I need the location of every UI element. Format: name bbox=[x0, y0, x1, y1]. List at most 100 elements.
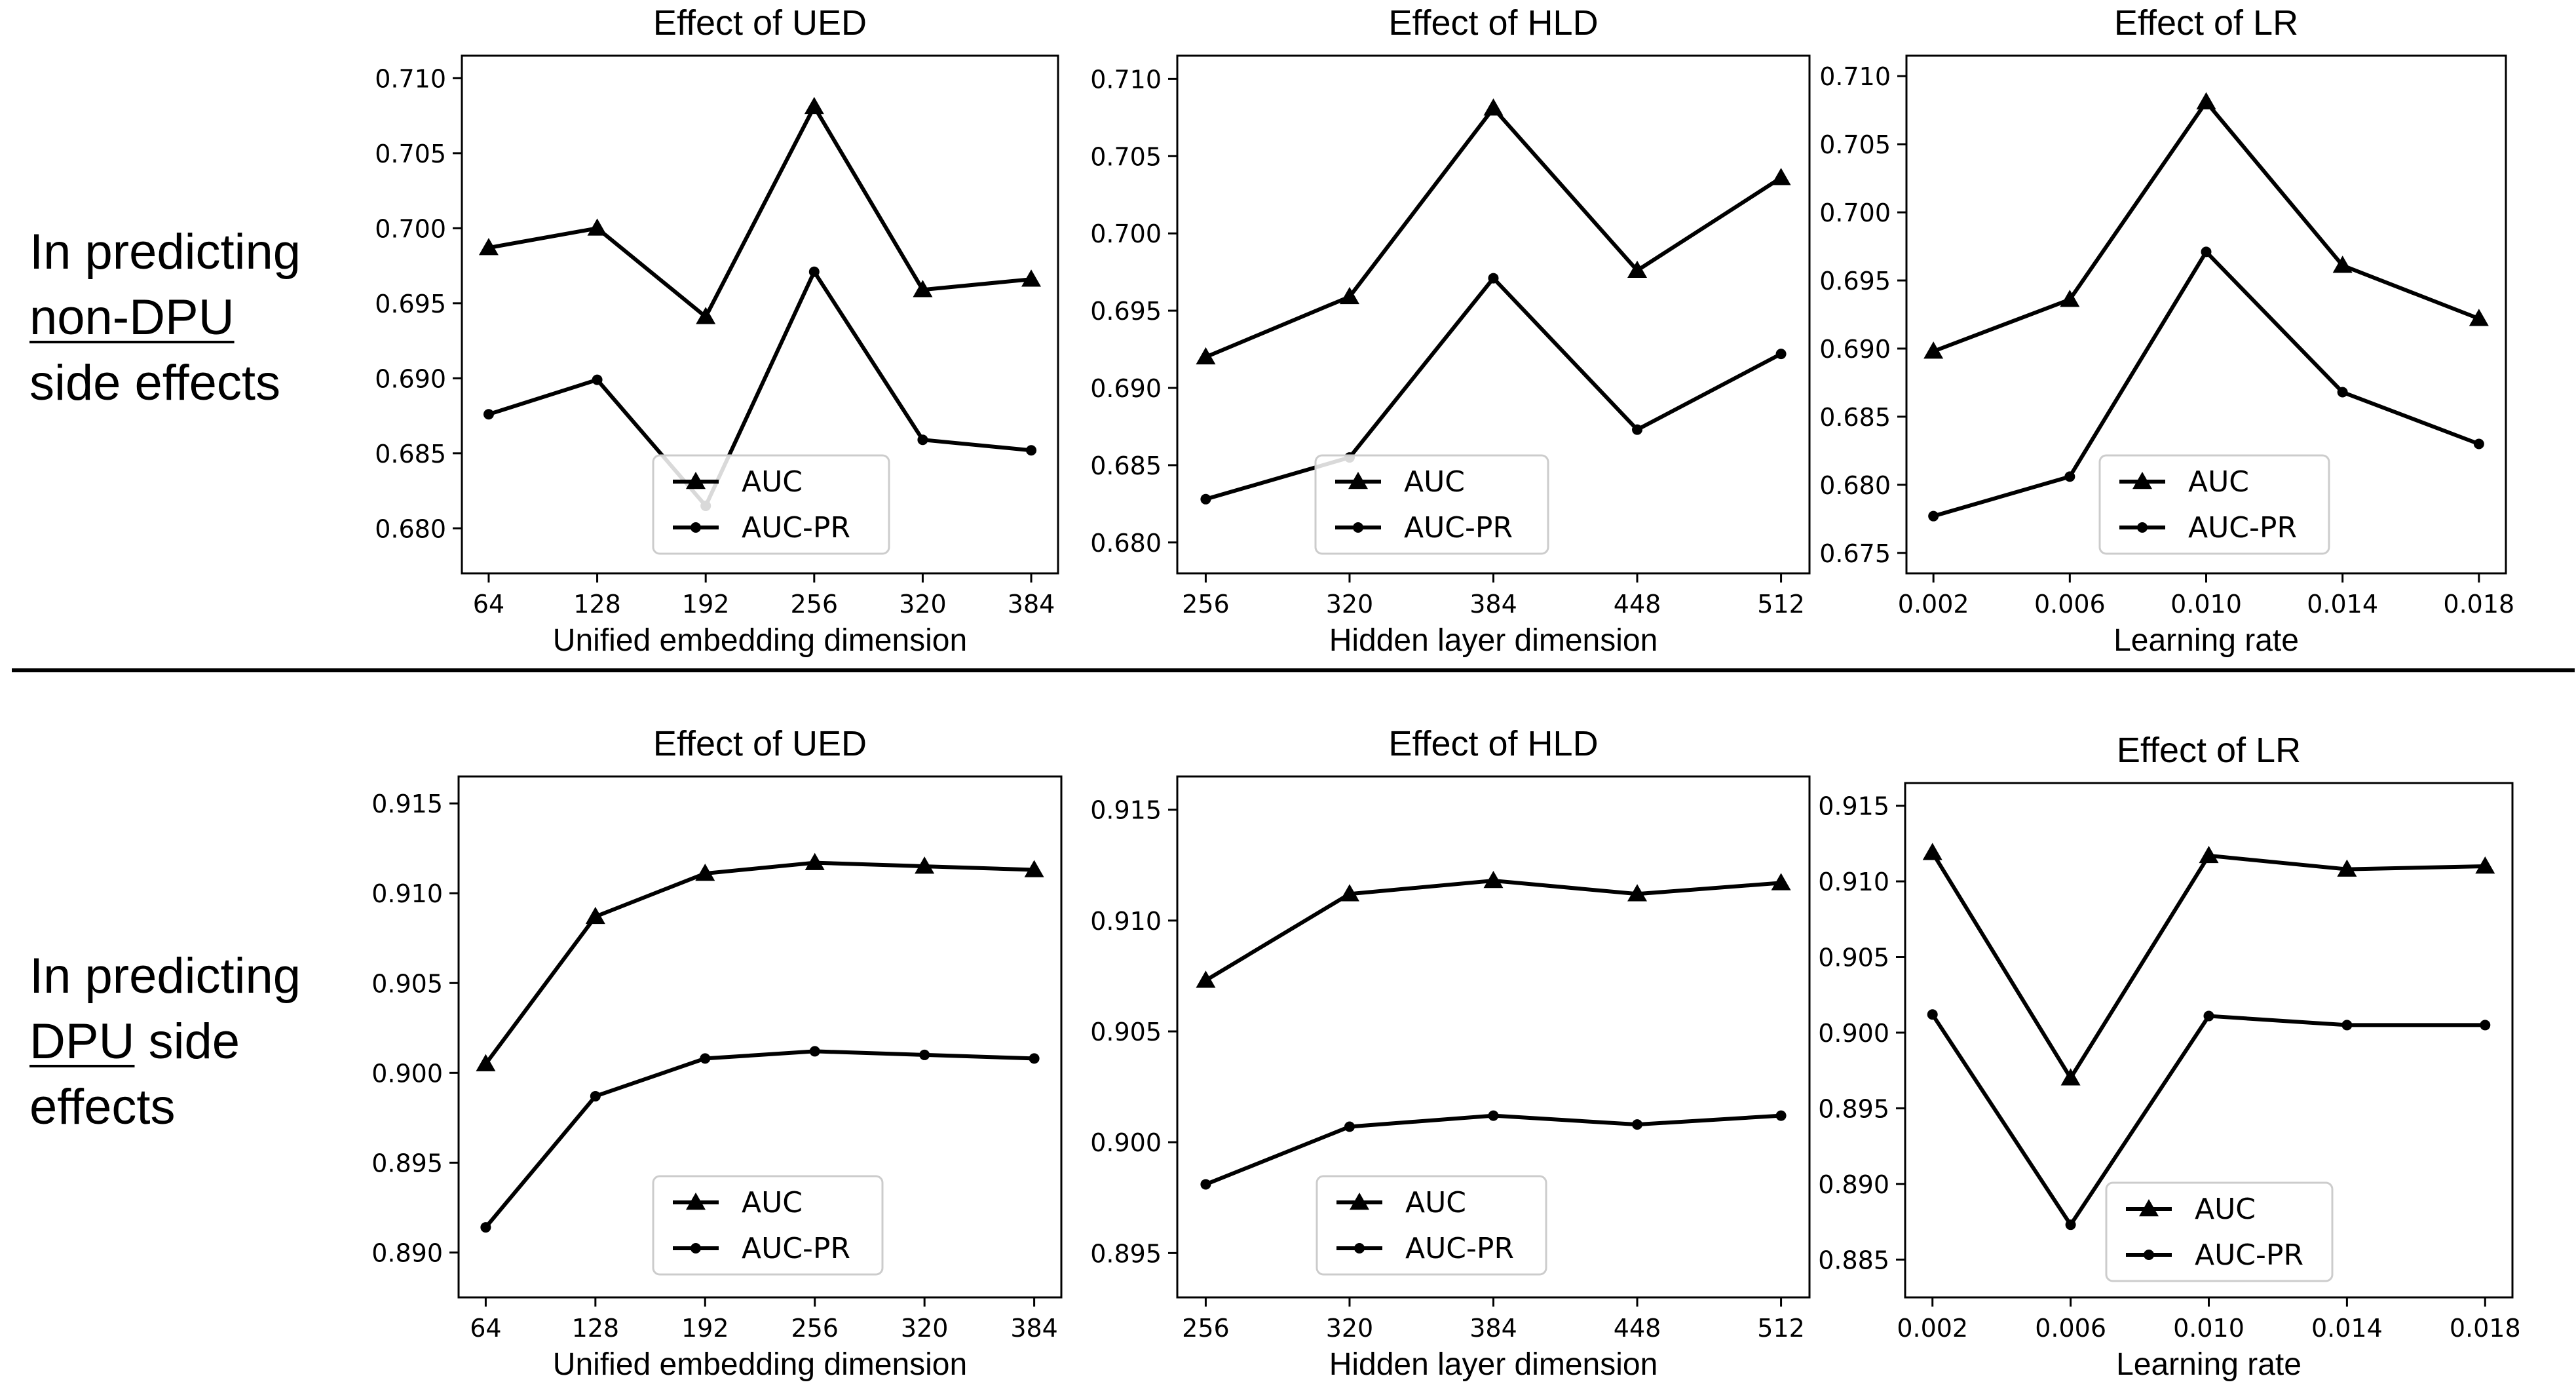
legend-marker-triangle bbox=[1350, 1193, 1369, 1210]
y-tick-label: 0.680 bbox=[375, 514, 446, 543]
y-tick-label: 0.890 bbox=[371, 1238, 443, 1267]
row-label-line: effects bbox=[29, 1079, 176, 1135]
chart-title: Effect of LR bbox=[2114, 3, 2298, 43]
row-label-dpu: In predicting DPU side effects bbox=[29, 944, 301, 1140]
y-tick-label: 0.895 bbox=[1090, 1239, 1162, 1268]
y-tick-label: 0.695 bbox=[1090, 297, 1162, 326]
y-tick-label: 0.680 bbox=[1090, 529, 1162, 558]
x-tick-label: 0.014 bbox=[2307, 590, 2378, 619]
y-tick-label: 0.900 bbox=[1090, 1128, 1162, 1157]
legend-marker-circle bbox=[2137, 522, 2148, 533]
data-point-auc bbox=[2337, 859, 2357, 877]
chart-title: Effect of HLD bbox=[1388, 724, 1598, 763]
data-point-auc bbox=[805, 852, 825, 870]
x-tick-label: 320 bbox=[901, 1314, 949, 1343]
row-label-underlined: DPU bbox=[29, 1014, 135, 1069]
x-axis-label: Unified embedding dimension bbox=[553, 1347, 967, 1382]
x-tick-label: 0.018 bbox=[2443, 590, 2514, 619]
legend-marker-triangle bbox=[686, 472, 706, 489]
legend-label: AUC-PR bbox=[2195, 1238, 2303, 1272]
y-tick-label: 0.895 bbox=[1818, 1094, 1889, 1123]
y-tick-label: 0.680 bbox=[1819, 471, 1891, 500]
chart-panel: Effect of UED 0.680 0.685 0.690 0.695 0.700 0.… bbox=[375, 3, 1059, 658]
y-tick-label: 0.685 bbox=[1819, 403, 1891, 432]
series-line-auc bbox=[1933, 98, 2480, 353]
y-tick-label: 0.900 bbox=[1818, 1019, 1889, 1048]
legend-marker-circle bbox=[2144, 1250, 2154, 1260]
data-point-auc-pr bbox=[2201, 246, 2212, 258]
chart-title: Effect of HLD bbox=[1388, 3, 1598, 43]
data-point-auc bbox=[1483, 98, 1504, 116]
data-point-auc bbox=[587, 218, 607, 236]
y-tick-label: 0.910 bbox=[1090, 907, 1162, 936]
y-tick-label: 0.905 bbox=[1818, 944, 1889, 972]
data-point-auc-pr bbox=[1775, 349, 1787, 360]
x-tick-label: 448 bbox=[1614, 1314, 1661, 1343]
data-point-auc bbox=[1339, 884, 1359, 902]
y-tick-label: 0.900 bbox=[371, 1059, 443, 1088]
data-point-auc-pr bbox=[700, 1053, 711, 1064]
data-point-auc bbox=[2469, 309, 2489, 326]
data-point-auc-pr bbox=[2337, 387, 2348, 398]
chart-panel: Effect of HLD 0.680 0.685 0.690 0.695 0.700 0.… bbox=[1090, 3, 1811, 658]
data-point-auc-pr bbox=[483, 409, 494, 420]
y-tick-label: 0.710 bbox=[1090, 65, 1162, 94]
x-tick-label: 128 bbox=[573, 590, 621, 619]
series-line-auc bbox=[1205, 105, 1783, 359]
data-point-auc bbox=[1196, 970, 1216, 988]
y-tick-label: 0.695 bbox=[1819, 267, 1891, 296]
data-point-auc-pr bbox=[480, 1222, 491, 1233]
series-line-auc-pr bbox=[484, 1049, 1034, 1229]
data-point-auc bbox=[1922, 843, 1942, 860]
legend: AUC AUC-PR bbox=[652, 454, 890, 555]
y-tick-label: 0.700 bbox=[1090, 220, 1162, 248]
plot-frame bbox=[461, 54, 1059, 575]
x-tick-label: 448 bbox=[1614, 590, 1661, 619]
data-point-auc-pr bbox=[1632, 424, 1643, 435]
legend-marker-triangle bbox=[686, 1193, 706, 1210]
legend: AUC AUC-PR bbox=[1316, 1175, 1547, 1276]
plot-frame bbox=[457, 775, 1063, 1299]
x-tick-label: 0.018 bbox=[2450, 1314, 2521, 1343]
data-point-auc bbox=[804, 96, 824, 115]
row-divider bbox=[12, 668, 2575, 672]
y-tick-label: 0.705 bbox=[375, 140, 446, 168]
x-tick-label: 0.010 bbox=[2173, 1314, 2245, 1343]
x-tick-label: 320 bbox=[1326, 1314, 1374, 1343]
data-point-auc bbox=[913, 280, 933, 297]
legend-label: AUC-PR bbox=[1404, 511, 1513, 545]
x-tick-label: 0.006 bbox=[2034, 590, 2106, 619]
legend-marker-circle bbox=[691, 522, 701, 533]
x-axis-label: Hidden layer dimension bbox=[1329, 1347, 1658, 1382]
series-line-auc bbox=[1931, 851, 2486, 1082]
x-tick-label: 192 bbox=[682, 590, 730, 619]
data-point-auc-pr bbox=[808, 266, 820, 277]
data-point-auc bbox=[585, 906, 605, 925]
y-tick-label: 0.710 bbox=[1819, 62, 1891, 91]
x-tick-label: 384 bbox=[1008, 590, 1055, 619]
row-label-text: side bbox=[134, 1014, 240, 1069]
legend-label: AUC bbox=[2188, 465, 2249, 499]
data-point-auc-pr bbox=[1488, 1110, 1499, 1121]
y-tick-label: 0.705 bbox=[1819, 130, 1891, 159]
x-tick-label: 256 bbox=[1182, 1314, 1230, 1343]
legend-marker-triangle bbox=[2132, 472, 2152, 489]
x-tick-label: 64 bbox=[473, 590, 504, 619]
data-point-auc-pr bbox=[1200, 493, 1211, 505]
data-point-auc-pr bbox=[1775, 1110, 1787, 1121]
row-label-underlined: non-DPU bbox=[29, 290, 235, 345]
row-label-line: In predicting bbox=[29, 224, 301, 280]
y-tick-label: 0.685 bbox=[375, 440, 446, 469]
data-point-auc bbox=[1923, 341, 1944, 359]
y-tick-label: 0.710 bbox=[375, 64, 446, 93]
chart-panel: Effect of LR 0.675 0.680 0.685 0.690 0.695 0.7… bbox=[1819, 3, 2514, 658]
y-tick-label: 0.675 bbox=[1819, 539, 1891, 568]
legend-label: AUC bbox=[1404, 465, 1465, 499]
legend-marker-triangle bbox=[2139, 1199, 2159, 1217]
data-point-auc bbox=[915, 856, 935, 874]
data-point-auc bbox=[1021, 269, 1042, 287]
data-point-auc bbox=[1196, 347, 1216, 365]
data-point-auc-pr bbox=[1632, 1119, 1643, 1130]
data-point-auc-pr bbox=[2065, 1219, 2076, 1231]
